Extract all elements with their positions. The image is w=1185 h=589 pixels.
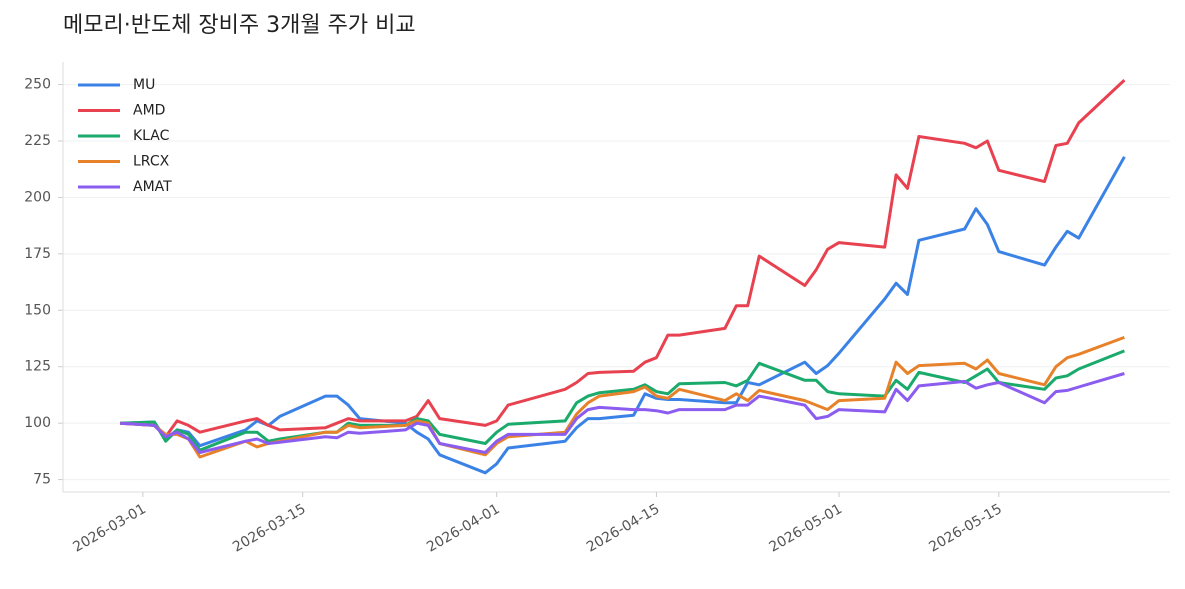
legend-label: AMAT [133,179,172,195]
y-tick-label: 225 [24,133,51,149]
x-tick-label: 2026-05-01 [767,501,845,556]
y-tick-label: 100 [24,415,51,431]
series-line [120,372,1125,454]
y-tick-label: 150 [24,302,51,318]
y-tick-label: 125 [24,359,51,375]
legend-label: MU [133,77,155,93]
series-line [120,335,1125,459]
x-tick-label: 2026-04-01 [424,501,502,556]
chart-title: 메모리·반도체 장비주 3개월 주가 비교 [63,13,416,38]
series-line [120,79,1126,439]
legend-label: AMD [133,103,165,119]
y-tick-label: 75 [33,472,51,488]
series-line [120,156,1126,475]
x-tick-label: 2026-04-15 [584,501,662,556]
y-tick-label: 250 [24,77,51,93]
x-tick-label: 2026-03-15 [230,501,308,556]
x-tick-label: 2026-03-01 [70,501,148,556]
legend-label: LRCX [133,154,170,170]
y-tick-label: 200 [24,189,51,205]
y-tick-label: 175 [24,246,51,262]
x-tick-label: 2026-05-15 [926,501,1004,556]
legend-label: KLAC [133,128,170,144]
series-line [120,349,1125,452]
